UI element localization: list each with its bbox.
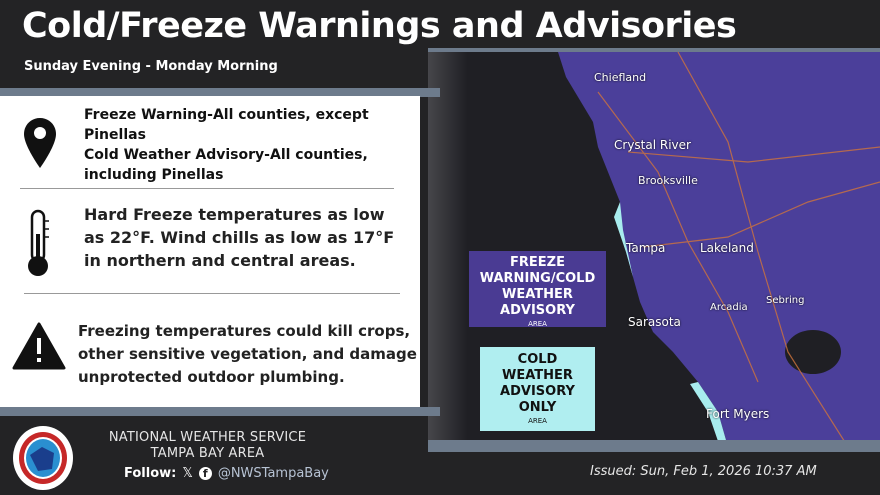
city-label: Brooksville bbox=[638, 174, 698, 187]
item-text: other sensitive vegetation, and damage bbox=[78, 345, 417, 363]
legend-cold-advisory: COLD WEATHER ADVISORY ONLY AREA bbox=[480, 347, 595, 431]
city-label: Sebring bbox=[766, 295, 805, 306]
map-frame-bottom bbox=[428, 440, 880, 452]
facebook-icon[interactable]: f bbox=[198, 467, 212, 480]
city-label: Lakeland bbox=[700, 241, 754, 255]
x-icon[interactable]: 𝕏 bbox=[182, 466, 193, 481]
city-label: Fort Myers bbox=[706, 407, 770, 421]
legend-line: ONLY bbox=[518, 400, 557, 415]
divider bbox=[20, 188, 394, 189]
cold-advisory-area bbox=[614, 202, 633, 277]
city-label: Chiefland bbox=[594, 71, 647, 84]
legend-sub: AREA bbox=[528, 417, 547, 425]
legend-line: WEATHER bbox=[502, 287, 573, 302]
legend-line: COLD bbox=[517, 352, 558, 367]
thermometer-icon bbox=[28, 209, 49, 276]
city-label: Arcadia bbox=[710, 302, 748, 313]
lake-okeechobee bbox=[785, 330, 841, 374]
follow-label: Follow: bbox=[124, 466, 177, 481]
item-text: unprotected outdoor plumbing. bbox=[78, 368, 345, 386]
page-title: Cold/Freeze Warnings and Advisories bbox=[22, 6, 737, 46]
info-panel: Freeze Warning-All counties, except Pine… bbox=[0, 96, 420, 408]
legend-line: ADVISORY bbox=[500, 303, 575, 318]
city-label: Tampa bbox=[626, 241, 666, 255]
issued-timestamp: Issued: Sun, Feb 1, 2026 10:37 AM bbox=[590, 464, 817, 479]
item-text: in northern and central areas. bbox=[84, 251, 356, 270]
item-text: as 22°F. Wind chills as low as 17°F bbox=[84, 228, 395, 247]
nws-logo bbox=[13, 426, 73, 490]
legend-sub: AREA bbox=[528, 320, 547, 328]
item-text: Hard Freeze temperatures as low bbox=[84, 205, 385, 224]
legend-line: FREEZE bbox=[510, 255, 565, 270]
item-text: Freeze Warning-All counties, except bbox=[84, 107, 369, 123]
legend-line: WEATHER bbox=[502, 368, 573, 383]
page-subtitle: Sunday Evening - Monday Morning bbox=[24, 59, 278, 74]
city-label: Sarasota bbox=[628, 315, 681, 329]
legend-line: ADVISORY bbox=[500, 384, 575, 399]
social-handle[interactable]: @NWSTampaBay bbox=[217, 466, 329, 481]
org-office: TAMPA BAY AREA bbox=[150, 446, 265, 461]
item-text: Freezing temperatures could kill crops, bbox=[78, 322, 411, 340]
divider bbox=[24, 293, 400, 294]
panel-frame-top bbox=[0, 88, 440, 97]
org-name: NATIONAL WEATHER SERVICE bbox=[108, 430, 307, 445]
item-text: Cold Weather Advisory-All counties, bbox=[84, 147, 368, 163]
map-pin-icon bbox=[24, 118, 56, 168]
legend-line: WARNING/COLD bbox=[479, 271, 596, 286]
legend-freeze-warning: FREEZE WARNING/COLD WEATHER ADVISORY ARE… bbox=[469, 251, 606, 328]
item-text: including Pinellas bbox=[84, 167, 224, 183]
city-label: Crystal River bbox=[614, 138, 691, 152]
item-text: Pinellas bbox=[84, 127, 146, 143]
warning-icon bbox=[12, 322, 66, 370]
panel-frame-bottom bbox=[0, 407, 440, 416]
